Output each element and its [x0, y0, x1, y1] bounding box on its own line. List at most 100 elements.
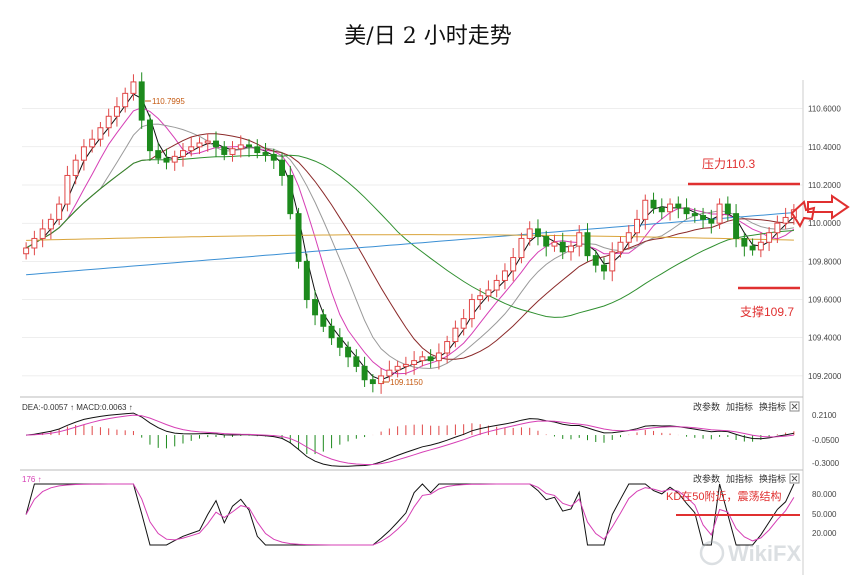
- candle: [386, 360, 393, 382]
- watermark-text: WikiFX: [728, 541, 801, 566]
- candle: [658, 198, 665, 219]
- candle: [56, 196, 63, 226]
- price-tick-label: 109.8000: [808, 257, 842, 266]
- candle: [262, 143, 269, 162]
- candle: [452, 320, 459, 348]
- macd-tick-high: 0.2100: [812, 411, 837, 420]
- candle: [345, 341, 352, 368]
- candle: [246, 139, 252, 158]
- candle: [617, 236, 624, 258]
- candle: [64, 165, 71, 212]
- candle: [782, 207, 789, 229]
- candle: [757, 232, 764, 258]
- ma-line-pink: [25, 107, 795, 375]
- candle: [543, 230, 550, 257]
- candle: [741, 232, 748, 257]
- candles: [23, 72, 797, 394]
- candle: [650, 192, 657, 214]
- candle: [733, 204, 740, 248]
- macd-add-indicator-button[interactable]: 加指标: [726, 401, 753, 412]
- candle: [39, 219, 46, 248]
- candle: [97, 122, 104, 147]
- ma-line-blue: [26, 212, 794, 276]
- macd-dif-line: [26, 412, 794, 467]
- price-tick-label: 109.4000: [808, 334, 842, 343]
- candle: [163, 148, 170, 170]
- chart-title: 美/日 2 小时走势: [344, 24, 512, 49]
- candle: [584, 223, 591, 262]
- ma-line-orange: [26, 234, 794, 241]
- price-tick-label: 110.4000: [808, 143, 841, 152]
- resistance-label: 压力110.3: [702, 157, 755, 171]
- candle: [526, 221, 533, 246]
- kd-tick-50: 50.000: [812, 510, 837, 519]
- candle: [155, 143, 162, 164]
- candle: [171, 150, 178, 171]
- macd-header: DEA:-0.0057 ↑ MACD:0.0063 ↑: [22, 403, 133, 412]
- low-label: 109.1150: [390, 378, 423, 387]
- candle: [766, 227, 773, 252]
- price-tick-label: 110.2000: [808, 181, 841, 190]
- candle: [138, 72, 145, 129]
- candle: [468, 293, 475, 328]
- candle: [716, 198, 723, 229]
- candle: [221, 141, 228, 161]
- kd-add-indicator-button[interactable]: 加指标: [726, 473, 753, 484]
- candle: [419, 351, 426, 367]
- candle: [460, 309, 467, 336]
- candle: [675, 196, 682, 219]
- candle: [510, 248, 517, 282]
- candle: [213, 131, 219, 158]
- candle: [667, 198, 674, 221]
- candle: [146, 114, 153, 161]
- main-grid: [22, 108, 803, 377]
- watermark-logo-icon: [699, 540, 725, 566]
- candle: [493, 274, 500, 298]
- ma-line-brown: [25, 133, 794, 360]
- kd-series: [25, 483, 795, 546]
- candle: [402, 356, 409, 376]
- price-tick-label: 110.6000: [808, 105, 841, 114]
- candle: [336, 328, 343, 357]
- candle: [287, 165, 294, 220]
- candle: [691, 207, 698, 223]
- candle: [204, 133, 211, 152]
- main-y-ticks: 110.6000 110.4000 110.2000 110.0000 109.8000…: [808, 105, 842, 381]
- macd-close-icon[interactable]: [789, 401, 800, 412]
- candle: [295, 207, 302, 269]
- candle: [122, 87, 129, 113]
- macd-switch-indicator-button[interactable]: 换指标: [759, 401, 786, 412]
- candle: [270, 148, 277, 169]
- candle: [724, 196, 731, 221]
- candle: [576, 225, 583, 257]
- candle: [229, 141, 236, 162]
- candle: [708, 209, 715, 234]
- candle: [180, 143, 186, 167]
- candle: [411, 351, 418, 375]
- macd-dea-line: [26, 414, 794, 465]
- candle: [89, 129, 96, 153]
- candle: [625, 225, 632, 250]
- kd-tick-20: 20.000: [812, 529, 837, 538]
- candle: [320, 309, 327, 332]
- candle: [196, 137, 203, 155]
- watermark: WikiFX: [699, 540, 801, 566]
- candle: [72, 154, 79, 185]
- price-tick-label: 110.0000: [808, 219, 841, 228]
- kd-header: 176 ↑: [22, 475, 42, 484]
- kd-close-icon[interactable]: [789, 473, 800, 484]
- candle: [279, 152, 286, 186]
- candle: [31, 230, 38, 256]
- kd-switch-indicator-button[interactable]: 换指标: [759, 473, 786, 484]
- support-label: 支撑109.7: [740, 304, 794, 319]
- candle: [477, 288, 484, 310]
- candle: [749, 238, 756, 256]
- candle: [328, 318, 335, 345]
- macd-edit-params-button[interactable]: 改参数: [693, 401, 720, 412]
- kd-d-line: [25, 483, 795, 546]
- candle: [518, 232, 525, 264]
- price-tick-label: 109.6000: [808, 296, 842, 305]
- candle: [105, 108, 112, 137]
- kd-edit-params-button[interactable]: 改参数: [693, 473, 720, 484]
- candle: [634, 209, 640, 242]
